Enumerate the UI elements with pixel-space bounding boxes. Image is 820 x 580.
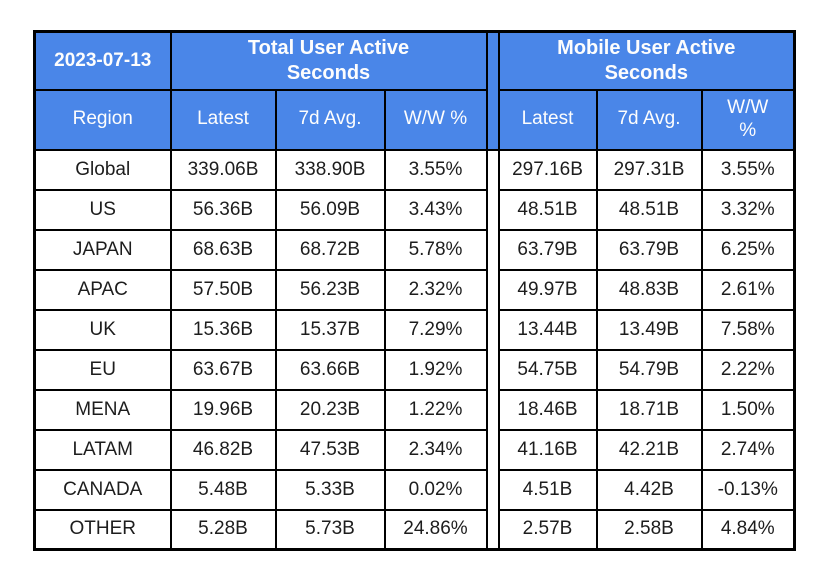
value-cell: 49.97B [497,268,598,311]
value-cell: 56.36B [169,188,277,231]
table-row-canada: CANADA 5.48B 5.33B 0.02% 4.51B 4.42B -0.… [33,468,796,511]
value-cell: 68.72B [274,228,386,271]
region-cell: LATAM [33,428,172,471]
value-cell: 1.92% [383,348,488,391]
value-cell: 2.61% [700,268,796,311]
value-cell: 5.73B [274,508,386,551]
region-cell: OTHER [33,508,172,551]
value-cell: 18.46B [497,388,598,431]
value-cell: 63.79B [497,228,598,271]
value-cell: 2.32% [383,268,488,311]
mobile-group-header: Mobile User Active Seconds [497,30,796,91]
value-cell: 54.79B [595,348,703,391]
value-cell: 56.09B [274,188,386,231]
value-cell: 47.53B [274,428,386,471]
value-cell: 15.37B [274,308,386,351]
value-cell: 18.71B [595,388,703,431]
region-cell: MENA [33,388,172,431]
table-row-global: Global 339.06B 338.90B 3.55% 297.16B 297… [33,148,796,551]
value-cell: 3.55% [700,148,796,191]
value-cell: 3.55% [383,148,488,191]
region-cell: APAC [33,268,172,311]
table-row-other: OTHER 5.28B 5.73B 24.86% 2.57B 2.58B 4.8… [33,508,796,551]
user-active-seconds-table: 2023-07-13 Total User Active Seconds Mob… [33,30,797,551]
value-cell: 63.79B [595,228,703,271]
mobile-ww-column-header: W/W % [700,88,796,151]
value-cell: 2.74% [700,428,796,471]
table-row-eu: EU 63.67B 63.66B 1.92% 54.75B 54.79B 2.2… [33,348,796,391]
table-row-japan: JAPAN 68.63B 68.72B 5.78% 63.79B 63.79B … [33,228,796,271]
value-cell: 5.78% [383,228,488,271]
value-cell: 297.16B [497,148,598,191]
value-cell: 1.22% [383,388,488,431]
value-cell: 63.66B [274,348,386,391]
value-cell: 6.25% [700,228,796,271]
value-cell: 7.58% [700,308,796,351]
table-row-latam: LATAM 46.82B 47.53B 2.34% 41.16B 42.21B … [33,428,796,471]
value-cell: 5.33B [274,468,386,511]
region-column-header: Region [33,88,172,151]
region-cell: EU [33,348,172,391]
region-cell: JAPAN [33,228,172,271]
value-cell: 46.82B [169,428,277,471]
value-cell: 2.57B [497,508,598,551]
value-cell: 63.67B [169,348,277,391]
region-cell: US [33,188,172,231]
value-cell: 4.51B [497,468,598,511]
value-cell: 19.96B [169,388,277,431]
value-cell: 15.36B [169,308,277,351]
region-cell: UK [33,308,172,351]
value-cell: 54.75B [497,348,598,391]
value-cell: 56.23B [274,268,386,311]
value-cell: 3.43% [383,188,488,231]
value-cell: 24.86% [383,508,488,551]
value-cell: 2.58B [595,508,703,551]
value-cell: 3.32% [700,188,796,231]
total-latest-column-header: Latest [169,88,277,151]
region-cell: Global [33,148,172,191]
value-cell: 48.83B [595,268,703,311]
region-cell: CANADA [33,468,172,511]
value-cell: -0.13% [700,468,796,511]
value-cell: 48.51B [497,188,598,231]
value-cell: 68.63B [169,228,277,271]
value-cell: 339.06B [169,148,277,191]
value-cell: 20.23B [274,388,386,431]
date-header: 2023-07-13 [33,30,172,91]
table-row-uk: UK 15.36B 15.37B 7.29% 13.44B 13.49B 7.5… [33,308,796,351]
value-cell: 42.21B [595,428,703,471]
header-gap-spacer [485,30,500,151]
value-cell: 2.34% [383,428,488,471]
column-header-row: Region Latest 7d Avg. W/W % Latest 7d Av… [33,88,796,151]
group-header-row: 2023-07-13 Total User Active Seconds Mob… [33,30,796,151]
value-cell: 1.50% [700,388,796,431]
value-cell: 2.22% [700,348,796,391]
mobile-latest-column-header: Latest [497,88,598,151]
value-cell: 48.51B [595,188,703,231]
value-cell: 297.31B [595,148,703,191]
value-cell: 5.48B [169,468,277,511]
total-avg-column-header: 7d Avg. [274,88,386,151]
value-cell: 4.84% [700,508,796,551]
value-cell: 13.44B [497,308,598,351]
value-cell: 41.16B [497,428,598,471]
value-cell: 13.49B [595,308,703,351]
value-cell: 4.42B [595,468,703,511]
mobile-avg-column-header: 7d Avg. [595,88,703,151]
table-gap-spacer [485,148,500,551]
value-cell: 57.50B [169,268,277,311]
value-cell: 5.28B [169,508,277,551]
table-row-us: US 56.36B 56.09B 3.43% 48.51B 48.51B 3.3… [33,188,796,231]
value-cell: 7.29% [383,308,488,351]
total-group-header: Total User Active Seconds [169,30,488,91]
value-cell: 338.90B [274,148,386,191]
table-row-apac: APAC 57.50B 56.23B 2.32% 49.97B 48.83B 2… [33,268,796,311]
value-cell: 0.02% [383,468,488,511]
total-ww-column-header: W/W % [383,88,488,151]
table-row-mena: MENA 19.96B 20.23B 1.22% 18.46B 18.71B 1… [33,388,796,431]
